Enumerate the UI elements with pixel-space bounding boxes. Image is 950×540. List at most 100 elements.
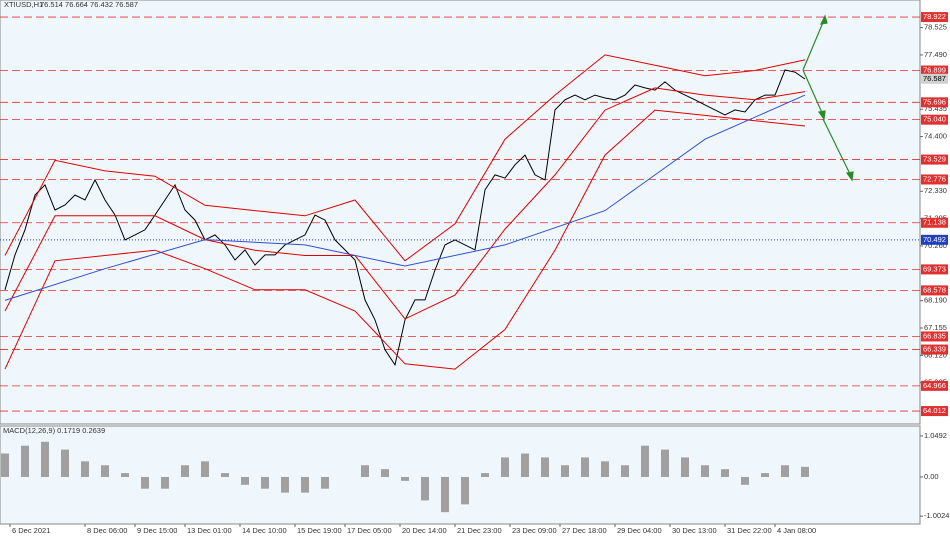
x-tick-label: 13 Dec 01:00 [187, 526, 232, 535]
macd-bar [661, 449, 669, 477]
level-label: 76.587 [923, 74, 946, 83]
x-tick-label: 23 Dec 09:00 [512, 526, 557, 535]
x-tick-label: 29 Dec 04:00 [617, 526, 662, 535]
macd-bar [181, 465, 189, 477]
macd-bar [381, 469, 389, 477]
macd-title: MACD(12,26,9) 0.1719 0.2639 [3, 426, 105, 435]
level-label: 75.696 [923, 97, 946, 106]
macd-bar [621, 465, 629, 477]
level-label: 75.040 [923, 115, 946, 124]
macd-bar [561, 465, 569, 477]
y-tick-label: 75.435 [924, 104, 947, 113]
series-line [4, 109, 806, 370]
macd-y-tick-label: -1.0024 [924, 511, 949, 520]
macd-bar [701, 465, 709, 477]
level-label-box [921, 73, 948, 84]
macd-bar [361, 465, 369, 477]
level-label: 76.899 [923, 66, 946, 75]
macd-bar [281, 476, 289, 493]
macd-bar [321, 476, 329, 489]
series-line [4, 87, 806, 320]
x-tick-label: 30 Dec 13:00 [672, 526, 717, 535]
macd-bar [61, 449, 69, 477]
level-label: 78.922 [923, 12, 946, 21]
macd-bar [261, 476, 269, 489]
macd-bar [501, 457, 509, 477]
level-label-box [921, 264, 948, 275]
x-tick-label: 6 Dec 2021 [12, 526, 50, 535]
macd-bar [201, 461, 209, 477]
macd-bar [641, 445, 649, 477]
y-tick-label: 74.400 [924, 132, 947, 141]
level-label: 72.776 [923, 174, 946, 183]
x-tick-label: 8 Dec 06:00 [87, 526, 127, 535]
y-tick-label: 72.330 [924, 186, 947, 195]
macd-bar [581, 457, 589, 477]
level-label: 70.492 [923, 235, 946, 244]
level-label: 69.373 [923, 264, 946, 273]
macd-y-tick-label: 0.00 [924, 472, 939, 481]
y-tick-label: 70.260 [924, 241, 947, 250]
macd-bar [41, 441, 49, 477]
level-label-box [921, 114, 948, 125]
level-label-box [921, 12, 948, 23]
level-label-box [921, 217, 948, 228]
macd-bar [781, 465, 789, 477]
level-label-box [921, 331, 948, 342]
macd-bar [741, 476, 749, 485]
macd-bar [801, 466, 809, 477]
macd-bar [21, 445, 29, 477]
x-tick-label: 20 Dec 14:00 [402, 526, 447, 535]
macd-bar [441, 476, 449, 513]
macd-y-tick-label: 1.0492 [924, 431, 947, 440]
x-tick-label: 17 Dec 05:00 [347, 526, 392, 535]
y-tick-label: 77.490 [924, 50, 947, 59]
macd-bar [461, 476, 469, 505]
x-tick-label: 31 Dec 22:00 [727, 526, 772, 535]
level-label-box [921, 380, 948, 391]
level-label-box [921, 285, 948, 296]
macd-bar [301, 476, 309, 493]
macd-bar [221, 473, 229, 477]
series-line [4, 54, 806, 262]
macd-bar [761, 473, 769, 477]
macd-bar [401, 476, 409, 481]
macd-bar [161, 476, 169, 489]
macd-bar [241, 476, 249, 485]
level-label-box [921, 97, 948, 108]
level-label-box [921, 234, 948, 245]
level-label-box [921, 154, 948, 165]
main-pane [0, 0, 921, 425]
x-tick-label: 27 Dec 18:00 [562, 526, 607, 535]
macd-bar [541, 457, 549, 477]
macd-bar [721, 469, 729, 477]
macd-bar [121, 473, 129, 477]
x-tick-label: 15 Dec 19:00 [297, 526, 342, 535]
y-tick-label: 68.190 [924, 296, 947, 305]
macd-bar [81, 461, 89, 477]
level-label-box [921, 174, 948, 185]
level-label: 64.012 [923, 406, 946, 415]
macd-bar [481, 473, 489, 477]
macd-bar [101, 465, 109, 477]
macd-bar [1, 453, 9, 477]
level-label: 68.578 [923, 285, 946, 294]
x-tick-label: 4 Jan 08:00 [777, 526, 816, 535]
x-tick-label: 14 Dec 10:00 [242, 526, 287, 535]
ohlc-header: 76.514 76.664 76.432 76.587 [40, 0, 138, 9]
y-tick-label: 66.120 [924, 350, 947, 359]
level-label: 64.966 [923, 381, 946, 390]
chart-title: XTIUSD,H1 [4, 0, 43, 9]
series-line [4, 69, 806, 367]
macd-bar [421, 476, 429, 501]
macd-bar [521, 453, 529, 477]
level-label-box [921, 344, 948, 355]
level-label: 66.339 [923, 345, 946, 354]
level-label: 66.835 [923, 331, 946, 340]
level-label-box [921, 406, 948, 417]
y-tick-label: 67.155 [924, 323, 947, 332]
x-tick-label: 21 Dec 23:00 [457, 526, 502, 535]
series-line [4, 94, 806, 301]
y-tick-label: 78.525 [924, 23, 947, 32]
